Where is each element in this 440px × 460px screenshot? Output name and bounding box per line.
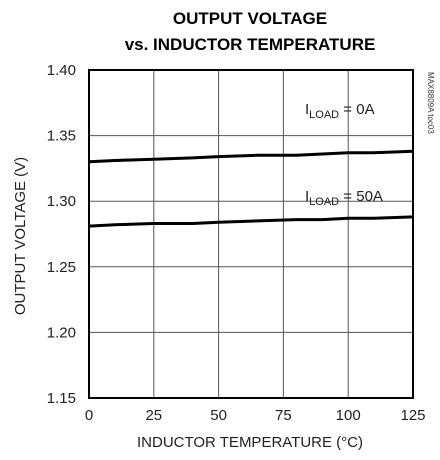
y-tick-label: 1.15 [47, 390, 76, 407]
y-tick-label: 1.25 [47, 259, 76, 276]
y-tick-label: 1.30 [47, 193, 76, 210]
x-tick-label: 125 [400, 407, 425, 424]
y-axis-label: OUTPUT VOLTAGE (V) [12, 157, 29, 315]
x-axis-label: INDUCTOR TEMPERATURE (°C) [137, 434, 363, 451]
chart-title-line-2: vs. INDUCTOR TEMPERATURE [125, 35, 376, 54]
x-tick-label: 0 [85, 407, 93, 424]
gridlines [89, 70, 413, 398]
series-label-0-main: I [305, 101, 309, 118]
tick-labels: 0 25 50 75 100 125 1.15 1.20 1.25 1.30 1.35 1.40 [47, 62, 426, 424]
series-label-1-main: I [305, 188, 309, 205]
series-lines [88, 149, 414, 228]
y-tick-label: 1.40 [47, 62, 76, 79]
figure-id-note: MAX8809A toc03 [426, 72, 435, 134]
series-line-0 [88, 149, 414, 164]
y-tick-label: 1.35 [47, 128, 76, 145]
series-label-0-rest: = 0A [339, 101, 374, 118]
series-label-1-rest: = 50A [339, 188, 383, 205]
x-tick-label: 75 [275, 407, 292, 424]
series-label-1: ILOAD = 50A [305, 188, 383, 208]
series-label-1-sub: LOAD [309, 196, 339, 208]
series-line-1 [88, 215, 414, 228]
series-label-0: ILOAD = 0A [305, 101, 375, 121]
x-tick-label: 25 [145, 407, 162, 424]
chart-title-line-1: OUTPUT VOLTAGE [173, 9, 327, 28]
x-tick-label: 50 [210, 407, 227, 424]
y-tick-label: 1.20 [47, 324, 76, 341]
x-tick-label: 100 [336, 407, 361, 424]
series-label-0-sub: LOAD [309, 109, 339, 121]
plot-frame [88, 69, 414, 399]
